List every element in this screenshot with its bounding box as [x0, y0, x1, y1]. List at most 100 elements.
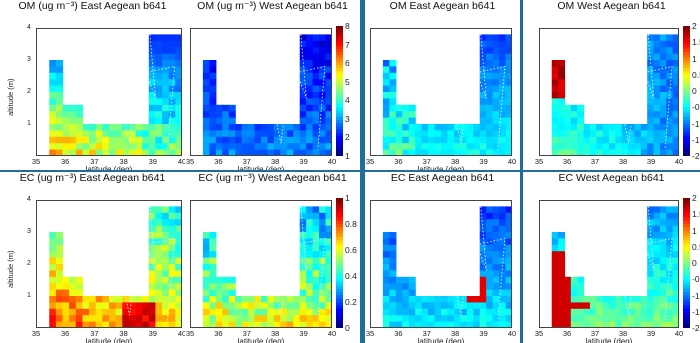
heatmap-cell [473, 296, 481, 303]
heatmap-cell [128, 315, 137, 323]
heatmap-cell [570, 149, 578, 156]
heatmap-cell [222, 315, 230, 323]
heatmap-cell [389, 315, 397, 323]
heatmap-cell [209, 238, 217, 246]
colorbar-swatch [336, 243, 343, 248]
heatmap-cell [49, 92, 57, 99]
heatmap-cell [299, 315, 307, 323]
colorbar-tick-label: -1 [692, 290, 700, 301]
heatmap-cell [486, 206, 494, 214]
heatmap-cell [102, 149, 110, 156]
heatmap-cell [647, 321, 655, 328]
heatmap-cell [122, 124, 130, 131]
heatmap-cell [209, 244, 217, 252]
heatmap-cell [168, 136, 176, 144]
heatmap-cell [653, 315, 661, 323]
heatmap-cell [55, 315, 64, 323]
heatmap-cell [261, 124, 269, 131]
heatmap-cell [325, 92, 332, 99]
heatmap-cell [672, 270, 679, 278]
heatmap-cell [499, 47, 507, 55]
colorbar-tick-label: 7 [345, 39, 350, 50]
heatmap-cell [653, 296, 661, 303]
heatmap-cell [505, 315, 512, 323]
heatmap-cell [248, 315, 256, 323]
heatmap-cell [589, 136, 597, 144]
heatmap-cell [202, 289, 210, 297]
heatmap-cell [486, 270, 494, 278]
heatmap-cell [306, 302, 314, 310]
heatmap-cell [492, 264, 500, 271]
flight-track [267, 34, 326, 150]
heatmap-cell [102, 302, 110, 310]
colorbar-tick-label: 0 [345, 323, 350, 333]
colorbar-swatch [683, 139, 690, 144]
colorbar-swatch [336, 61, 343, 66]
heatmap-cell [102, 315, 110, 323]
heatmap-cell [155, 225, 163, 233]
heatmap-cell [499, 321, 507, 328]
heatmap-cell [647, 72, 655, 80]
heatmap-cell [486, 136, 494, 144]
heatmap-cell [402, 289, 410, 297]
colorbar-swatch [683, 246, 690, 251]
heatmap-cell [175, 206, 182, 214]
heatmap-cell [248, 130, 256, 138]
heatmap-cell [647, 98, 655, 106]
heatmap-cell [175, 104, 182, 112]
heatmap-cell [209, 149, 217, 156]
heatmap-cell [389, 321, 397, 328]
colorbar-tick-label: -0.5 [692, 274, 700, 285]
heatmap-cell [162, 244, 170, 252]
heatmap-cell [634, 308, 642, 316]
colorbar-swatch [683, 110, 690, 115]
heatmap-cell [434, 136, 442, 144]
heatmap-cell [434, 302, 442, 310]
heatmap-cell [415, 321, 423, 328]
colorbar-swatch [336, 217, 343, 222]
heatmap-cell [382, 283, 390, 291]
heatmap-cell [89, 296, 97, 303]
heatmap-cell [228, 124, 236, 131]
colorbar-swatch [336, 55, 343, 59]
heatmap-cell [115, 143, 123, 151]
heatmap-cell [460, 296, 468, 303]
heatmap-cell [312, 98, 320, 106]
heatmap-cell [659, 264, 667, 271]
heatmap-cell [168, 315, 176, 323]
heatmap-cell [408, 104, 416, 112]
heatmap-cell [319, 276, 327, 284]
heatmap-cell [666, 219, 674, 227]
heatmap-cell [505, 92, 512, 99]
colorbar [683, 26, 690, 156]
heatmap-cell [261, 136, 269, 144]
heatmap-cell [299, 111, 307, 119]
heatmap-cell [551, 232, 559, 239]
heatmap-cell [551, 130, 559, 138]
heatmap-cell [155, 98, 163, 106]
heatmap-cell [453, 124, 461, 131]
heatmap-cell [312, 206, 320, 214]
heatmap-cell [505, 206, 512, 214]
heatmap-cell [162, 206, 170, 214]
x-tick-label: 37 [90, 157, 99, 166]
heatmap-cell [115, 124, 123, 131]
heatmap-cell [69, 104, 77, 112]
heatmap-cell [55, 85, 64, 93]
heatmap-cell [653, 104, 661, 112]
colorbar-swatch [683, 253, 690, 257]
heatmap-cell [615, 143, 623, 151]
heatmap-cell [148, 104, 157, 112]
colorbar-swatch [336, 29, 343, 33]
heatmap-cell [596, 302, 604, 310]
heatmap-cell [486, 232, 494, 239]
heatmap-cell [415, 130, 423, 138]
heatmap-cell [202, 117, 210, 125]
heatmap-cell [653, 66, 661, 74]
heatmap-cell [453, 315, 461, 323]
heatmap-cell [69, 117, 77, 125]
heatmap-cell [62, 321, 70, 328]
heatmap-cell [473, 130, 481, 138]
heatmap-cell [577, 149, 585, 156]
heatmap-cell [492, 257, 500, 265]
